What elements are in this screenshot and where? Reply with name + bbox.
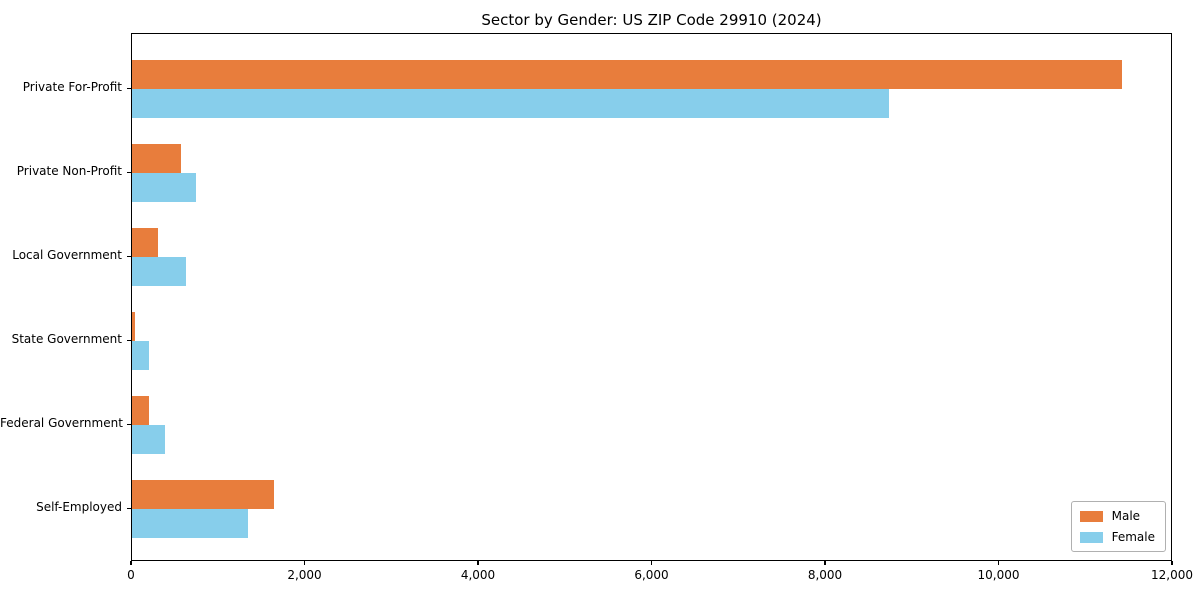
bar-female-private-non-profit [132,173,196,202]
x-tick-label-10-000: 10,000 [977,568,1020,582]
legend-swatch-male [1079,510,1103,522]
y-tick-mark [127,424,131,426]
y-tick-label-private-non-profit: Private Non-Profit [16,164,122,178]
legend-entry-female: Female [1079,530,1155,544]
chart-title: Sector by Gender: US ZIP Code 29910 (202… [481,11,822,29]
y-tick-label-local-government: Local Government [12,248,122,262]
y-tick-label-self-employed: Self-Employed [36,500,122,514]
x-tick-label-0: 0 [127,568,135,582]
legend-label-male: Male [1111,509,1141,523]
x-tick-mark [824,561,826,565]
bar-female-private-for-profit [132,89,889,118]
bar-female-federal-government [132,425,166,454]
legend-entry-male: Male [1079,509,1155,523]
bar-male-private-non-profit [132,144,181,173]
bar-male-state-government [132,312,136,341]
bar-male-private-for-profit [132,60,1122,89]
y-tick-label-state-government: State Government [11,332,122,346]
y-tick-mark [127,172,131,174]
bar-female-state-government [132,341,150,370]
x-tick-label-2-000: 2,000 [287,568,322,582]
x-tick-mark [303,561,306,565]
legend: Male Female [1070,501,1166,552]
y-tick-mark [127,256,131,258]
y-tick-mark [127,88,131,90]
bar-male-self-employed [132,480,274,509]
legend-label-female: Female [1111,530,1155,544]
x-tick-mark [477,561,479,565]
plot-area: Male Female [131,33,1172,561]
bar-female-self-employed [132,509,248,538]
x-tick-mark [997,561,1000,565]
y-tick-mark [127,508,131,510]
x-tick-label-8-000: 8,000 [807,568,843,582]
bar-male-local-government [132,228,158,257]
x-tick-label-4-000: 4,000 [460,568,496,582]
x-tick-mark [650,561,653,565]
y-tick-label-federal-government: Federal Government [0,416,123,430]
x-tick-mark [1171,561,1173,565]
bar-female-local-government [132,257,186,286]
x-tick-label-6-000: 6,000 [634,568,669,582]
legend-swatch-female [1079,531,1103,543]
y-tick-label-private-for-profit: Private For-Profit [22,80,122,94]
bar-male-federal-government [132,396,150,425]
x-tick-mark [130,561,132,565]
y-tick-mark [127,340,131,342]
x-tick-label-12-000: 12,000 [1151,568,1193,582]
